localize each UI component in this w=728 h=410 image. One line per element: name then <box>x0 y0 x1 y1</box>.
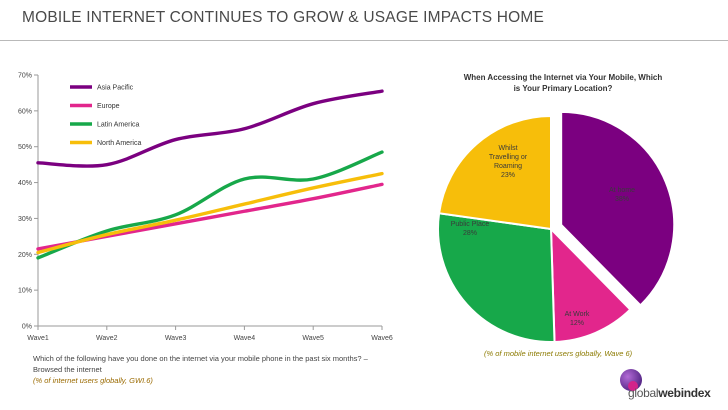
x-tick-label: Wave4 <box>234 335 256 342</box>
y-tick-label: 40% <box>18 180 32 187</box>
y-tick-label: 50% <box>18 144 32 151</box>
x-tick-label: Wave1 <box>27 335 49 342</box>
logo-index: index <box>680 386 711 400</box>
series-line-north-america <box>36 171 384 255</box>
legend-label: Latin America <box>97 122 140 129</box>
pie-slice-at-work <box>549 226 632 343</box>
pie-label: At home 38% <box>609 187 635 203</box>
x-tick-label: Wave5 <box>302 335 324 342</box>
footnote-source: (% of internet users globally, GWI.6) <box>33 376 153 385</box>
pie-label: Whilst Travelling or Roaming 23% <box>489 145 528 179</box>
y-tick-label: 20% <box>18 252 32 259</box>
logo-text: globalwebindex <box>628 386 711 400</box>
globalwebindex-logo: globalwebindex <box>620 369 720 400</box>
pie-slice-public-place <box>437 212 556 343</box>
pie-title: When Accessing the Internet via Your Mob… <box>464 73 663 93</box>
title-divider <box>0 40 728 41</box>
legend-label: North America <box>97 140 141 147</box>
logo-prefix: global <box>628 386 659 400</box>
y-tick-label: 70% <box>18 73 32 80</box>
logo-mark-icon <box>620 369 642 391</box>
legend-label: Asia Pacific <box>97 85 134 92</box>
legend-label: Europe <box>97 103 120 110</box>
y-tick-label: 30% <box>18 216 32 223</box>
pie-chart: When Accessing the Internet via Your Mob… <box>437 73 676 343</box>
x-tick-label: Wave2 <box>96 335 118 342</box>
pie-note: (% of mobile internet users globally, Wa… <box>484 349 633 358</box>
y-tick-label: 0% <box>22 324 32 331</box>
footnote-question: Which of the following have you done on … <box>33 354 368 374</box>
series-line-latin-america <box>36 150 384 260</box>
pie-slice-at-home <box>560 110 676 307</box>
logo-web: web <box>658 386 681 400</box>
series-line-asia-pacific <box>36 89 384 168</box>
page-title: MOBILE INTERNET CONTINUES TO GROW & USAG… <box>22 9 545 26</box>
x-tick-label: Wave6 <box>371 335 393 342</box>
x-tick-label: Wave3 <box>165 335 187 342</box>
pie-slice-whilst-travelling-or-roaming <box>437 114 552 231</box>
line-chart: 0% 10% 20% 30% 40% 50% 60% 70% Wave1 Wave2 Wave3 Wa… <box>18 73 393 343</box>
y-tick-label: 10% <box>18 288 32 295</box>
pie-label: Public Place 28% <box>451 221 490 237</box>
pie-label: At Work 12% <box>565 311 590 327</box>
footnote: Which of the following have you done on … <box>33 353 393 386</box>
y-tick-label: 60% <box>18 108 32 115</box>
